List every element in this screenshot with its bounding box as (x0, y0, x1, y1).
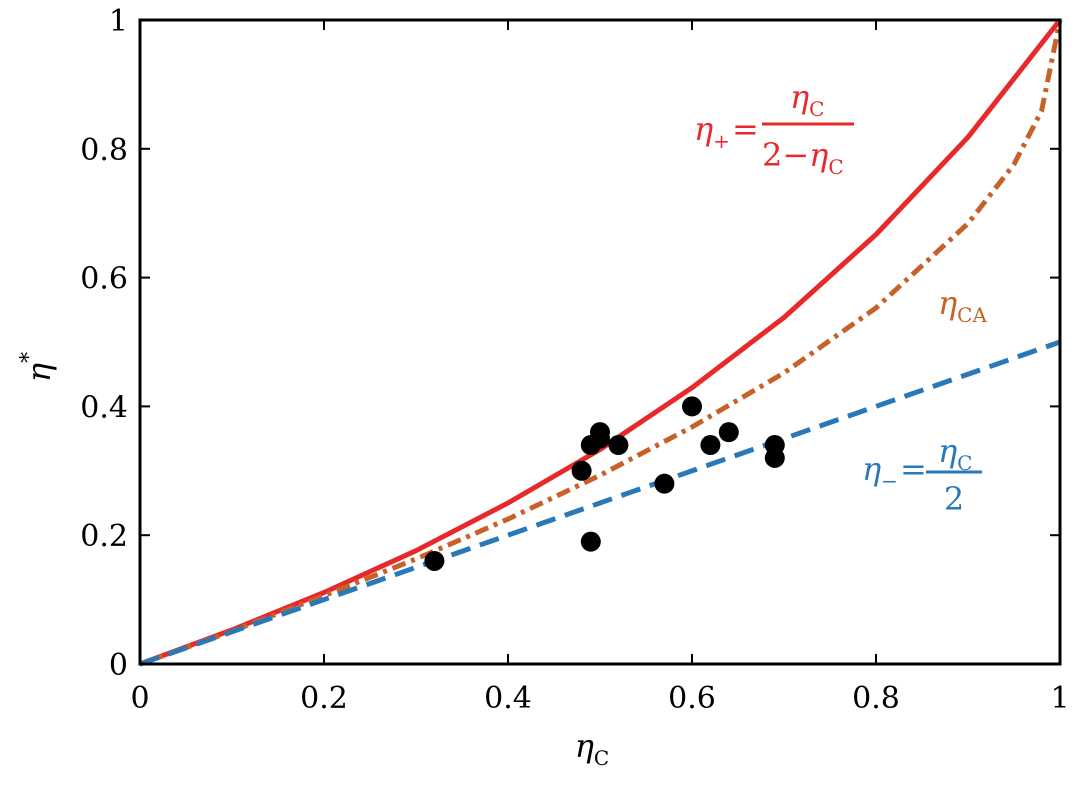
data-point (764, 447, 785, 468)
data-point (608, 435, 629, 456)
eta-plus-lhs: η+= (694, 110, 759, 153)
data-point (682, 396, 702, 417)
data-point (580, 531, 601, 552)
data-points (424, 396, 785, 571)
tick-labels: 0 0.2 0.4 0.6 0.8 1 0 0.2 0.4 0.6 0.8 1 (80, 4, 1069, 716)
x-tick-label: 1 (1050, 681, 1069, 716)
curves (139, 18, 1063, 667)
y-tick-label: 0.2 (80, 519, 128, 554)
eta-minus-lhs: η−= (862, 450, 927, 493)
data-point (700, 435, 721, 456)
y-tick-label: 0 (109, 648, 128, 683)
y-tick-label: 0.8 (80, 133, 128, 168)
data-point (424, 550, 445, 571)
y-tick-label: 0.4 (80, 390, 128, 425)
x-tick-label: 0.8 (852, 681, 900, 716)
x-tick-label: 0.6 (668, 681, 716, 716)
eta-plus-numerator: ηC (790, 78, 824, 121)
y-axis-label: η* (17, 352, 58, 382)
eta-minus-denominator: 2 (944, 480, 964, 518)
x-axis-label: ηC (575, 727, 609, 770)
eta-minus-numerator: ηC (938, 432, 972, 475)
series-eta-minus (139, 339, 1061, 667)
eta-plus-denominator: 2−ηC (762, 136, 844, 179)
data-point (654, 473, 675, 494)
data-point (571, 460, 592, 481)
data-point (590, 428, 610, 449)
x-tick-label: 0.4 (484, 681, 532, 716)
eta-minus-annotation: η−= ηC 2 (862, 432, 982, 518)
series-eta-CA (139, 19, 1063, 667)
y-tick-label: 1 (109, 4, 128, 39)
series-eta-plus (139, 18, 1062, 667)
plot-frame (138, 18, 1062, 666)
y-tick-label: 0.6 (80, 262, 128, 297)
x-tick-label: 0.2 (300, 681, 348, 716)
x-tick-label: 0 (130, 681, 149, 716)
eta-plus-annotation: η+= ηC 2−ηC (694, 78, 854, 179)
data-point (718, 422, 739, 443)
tick-marks (139, 19, 1061, 665)
eta-ca-annotation: ηCA (938, 284, 987, 327)
